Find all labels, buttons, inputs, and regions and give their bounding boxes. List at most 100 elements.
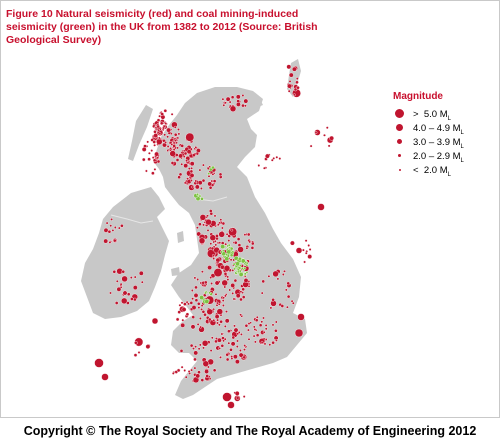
ireland xyxy=(81,187,169,319)
natural-quake-marker xyxy=(234,390,240,396)
natural-quake-marker xyxy=(180,365,184,369)
natural-quake-marker xyxy=(185,159,189,163)
isle-of-man xyxy=(177,231,184,243)
natural-quake-marker xyxy=(109,224,113,228)
natural-quake-marker xyxy=(113,238,117,243)
mining-quake-marker xyxy=(211,165,215,170)
natural-quake-marker xyxy=(291,66,297,72)
natural-quake-marker xyxy=(189,161,195,167)
natural-quake-marker xyxy=(187,167,191,171)
natural-quake-marker xyxy=(199,187,203,190)
natural-quake-marker xyxy=(207,265,213,270)
natural-quake-marker xyxy=(218,346,222,350)
natural-quake-marker xyxy=(153,129,157,134)
legend-marker xyxy=(396,138,403,145)
natural-quake-marker xyxy=(263,342,267,346)
natural-quake-marker xyxy=(274,328,278,333)
natural-quake-marker xyxy=(329,135,334,141)
natural-quake-marker xyxy=(156,159,161,164)
natural-quake-marker xyxy=(206,308,213,315)
mining-quake-marker xyxy=(227,243,231,247)
natural-quake-marker xyxy=(248,240,252,244)
natural-quake-marker xyxy=(112,269,117,274)
natural-quake-marker xyxy=(243,344,247,347)
natural-quake-marker xyxy=(222,339,226,343)
natural-quake-marker xyxy=(212,257,216,260)
mining-quake-marker xyxy=(204,299,210,304)
natural-quake-marker xyxy=(221,221,226,226)
natural-quake-marker xyxy=(197,370,201,375)
natural-quake-marker xyxy=(270,158,274,162)
natural-quake-marker xyxy=(260,320,264,324)
natural-quake-marker xyxy=(109,291,112,295)
legend-marker xyxy=(394,108,405,119)
natural-quake-marker xyxy=(145,344,151,349)
natural-quake-marker xyxy=(170,112,174,116)
natural-quake-marker xyxy=(214,314,220,319)
natural-quake-marker xyxy=(287,89,291,93)
mining-quake-marker xyxy=(208,291,212,295)
natural-quake-marker xyxy=(203,284,207,288)
natural-quake-marker xyxy=(151,317,159,325)
natural-quake-marker xyxy=(317,203,325,211)
natural-quake-marker xyxy=(286,281,291,286)
natural-quake-marker xyxy=(173,125,177,129)
natural-quake-marker xyxy=(111,228,115,232)
natural-quake-marker xyxy=(166,127,172,133)
natural-quake-marker xyxy=(200,304,204,307)
natural-quake-marker xyxy=(152,140,156,144)
natural-quake-marker xyxy=(222,392,232,402)
natural-quake-marker xyxy=(180,301,184,305)
natural-quake-marker xyxy=(203,280,208,285)
natural-quake-marker xyxy=(218,241,222,245)
natural-quake-marker xyxy=(129,276,133,279)
natural-quake-marker xyxy=(239,297,243,302)
natural-quake-marker xyxy=(147,151,151,155)
natural-quake-marker xyxy=(201,163,205,167)
natural-quake-marker xyxy=(137,351,141,354)
natural-quake-marker xyxy=(230,95,235,99)
mining-quake-marker xyxy=(207,172,211,176)
natural-quake-marker xyxy=(213,268,223,277)
natural-quake-marker xyxy=(288,80,292,83)
natural-quake-marker xyxy=(227,341,231,345)
natural-quake-marker xyxy=(191,185,195,189)
natural-quake-marker xyxy=(186,161,190,165)
natural-quake-marker xyxy=(202,360,210,367)
natural-quake-marker xyxy=(195,373,201,379)
natural-quake-marker xyxy=(223,272,228,276)
natural-quake-marker xyxy=(308,248,312,251)
natural-quake-marker xyxy=(292,93,296,97)
outer-hebrides xyxy=(128,105,153,161)
natural-quake-marker xyxy=(290,299,294,303)
natural-quake-marker xyxy=(303,260,306,264)
mining-quake-marker xyxy=(224,256,230,262)
natural-quake-marker xyxy=(199,325,203,329)
natural-quake-marker xyxy=(241,287,245,292)
natural-quake-marker xyxy=(183,151,188,156)
natural-quake-marker xyxy=(214,243,218,247)
natural-quake-marker xyxy=(200,307,204,311)
natural-quake-marker xyxy=(232,297,236,301)
natural-quake-marker xyxy=(186,177,190,181)
mining-quake-marker xyxy=(235,261,240,267)
legend-marker xyxy=(395,123,404,132)
natural-quake-marker xyxy=(241,295,246,299)
natural-quake-marker xyxy=(180,322,186,328)
natural-quake-marker xyxy=(107,229,112,234)
natural-quake-marker xyxy=(230,282,236,288)
natural-quake-marker xyxy=(230,355,234,358)
natural-quake-marker xyxy=(280,304,285,308)
natural-quake-marker xyxy=(121,275,128,283)
mining-quake-marker xyxy=(195,192,199,196)
natural-quake-marker xyxy=(188,371,192,375)
natural-quake-marker xyxy=(183,163,189,169)
mining-quake-marker xyxy=(229,253,234,258)
earthquake-markers xyxy=(94,64,334,409)
natural-quake-marker xyxy=(183,181,187,185)
natural-quake-marker xyxy=(231,335,236,340)
natural-quake-marker xyxy=(220,343,225,348)
natural-quake-marker xyxy=(222,103,226,107)
natural-quake-marker xyxy=(243,98,249,104)
natural-quake-marker xyxy=(225,310,228,313)
